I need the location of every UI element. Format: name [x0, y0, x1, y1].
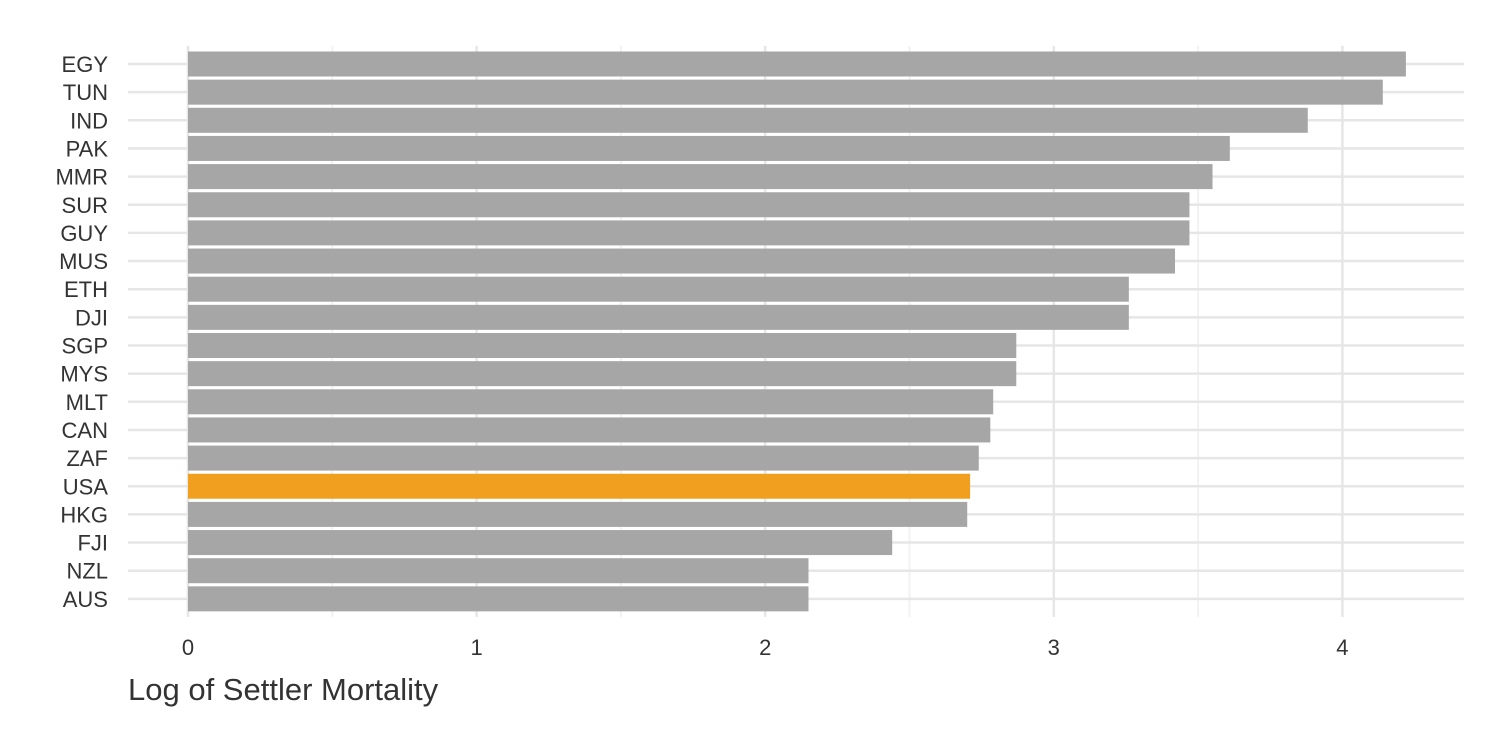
y-tick-label: MLT: [66, 390, 108, 415]
y-tick-label: IND: [70, 108, 108, 133]
bar-sgp: [188, 333, 1017, 358]
y-tick-label: MUS: [59, 249, 108, 274]
x-tick-label: 2: [759, 635, 771, 660]
bar-mys: [188, 361, 1017, 387]
bar-mus: [188, 248, 1176, 274]
x-tick-label: 4: [1336, 635, 1348, 660]
y-tick-label: DJI: [75, 305, 108, 330]
y-tick-label: SGP: [62, 334, 108, 359]
bar-mlt: [188, 389, 994, 415]
bar-sur: [188, 192, 1190, 218]
bar-tun: [188, 79, 1383, 105]
y-tick-label: FJI: [77, 531, 108, 556]
bar-nzl: [188, 558, 809, 584]
bar-eth: [188, 276, 1129, 302]
y-tick-label: EGY: [62, 52, 109, 77]
x-tick-label: 0: [182, 635, 194, 660]
y-tick-label: TUN: [63, 80, 108, 105]
bar-can: [188, 417, 991, 443]
y-tick-label: SUR: [62, 193, 108, 218]
bars: [188, 51, 1406, 612]
y-tick-label: MYS: [60, 362, 108, 387]
y-tick-label: ZAF: [66, 446, 108, 471]
bar-hkg: [188, 501, 968, 527]
y-tick-label: PAK: [66, 136, 109, 161]
bar-guy: [188, 220, 1190, 246]
y-tick-label: USA: [63, 474, 109, 499]
x-axis-tick-labels: 0 1 2 3 4: [182, 635, 1349, 660]
y-tick-label: NZL: [66, 559, 108, 584]
bar-fji: [188, 530, 893, 556]
bar-pak: [188, 135, 1230, 161]
bar-mmr: [188, 164, 1213, 190]
bar-aus: [188, 586, 809, 612]
bar-dji: [188, 304, 1129, 330]
y-tick-label: GUY: [60, 221, 108, 246]
x-tick-label: 3: [1048, 635, 1060, 660]
y-axis-tick-labels: EGY TUN IND PAK MMR SUR GUY MUS ETH DJI SGP MYS MLT C…: [55, 52, 108, 612]
bar-zaf: [188, 445, 979, 471]
y-tick-label: AUS: [63, 587, 108, 612]
y-tick-label: MMR: [55, 165, 108, 190]
x-tick-label: 1: [470, 635, 482, 660]
y-tick-label: ETH: [64, 277, 108, 302]
bar-usa: [188, 473, 971, 499]
bar-ind: [188, 107, 1308, 133]
y-tick-label: HKG: [60, 502, 108, 527]
x-axis-title: Log of Settler Mortality: [128, 672, 439, 707]
bar-egy: [188, 51, 1406, 77]
y-tick-label: CAN: [62, 418, 108, 443]
